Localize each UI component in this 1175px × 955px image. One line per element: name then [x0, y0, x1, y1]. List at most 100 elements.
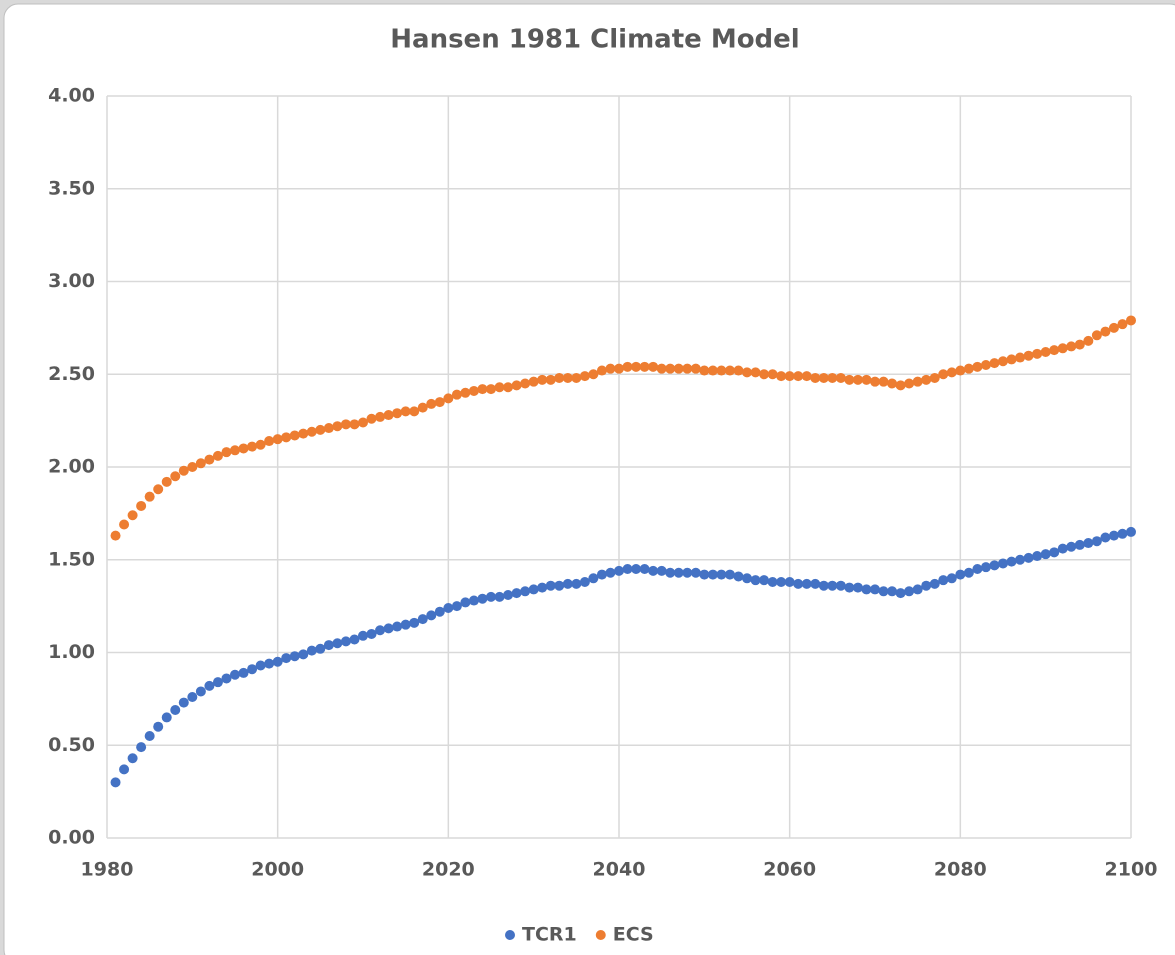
point — [852, 374, 863, 385]
point — [870, 584, 880, 595]
point — [161, 476, 172, 487]
point — [545, 580, 556, 591]
point — [673, 567, 684, 578]
point — [989, 560, 1000, 571]
point — [187, 462, 198, 472]
point — [904, 586, 915, 597]
point — [963, 363, 974, 374]
point — [579, 371, 590, 382]
point — [972, 564, 983, 575]
x-tick-label: 1980 — [81, 859, 134, 881]
point — [639, 361, 650, 372]
point — [221, 673, 232, 684]
point — [477, 384, 488, 395]
point — [281, 432, 292, 443]
point — [315, 424, 326, 435]
point — [554, 372, 565, 383]
point — [349, 419, 360, 430]
point — [443, 602, 454, 613]
point — [861, 584, 872, 595]
point — [1057, 543, 1068, 554]
point — [554, 580, 565, 591]
point — [665, 363, 676, 374]
point — [255, 439, 266, 450]
y-tick-label: 1.50 — [48, 548, 95, 570]
point — [810, 578, 821, 589]
point — [170, 471, 181, 482]
point — [1032, 551, 1043, 562]
y-tick-label: 0.00 — [48, 827, 95, 849]
point — [938, 369, 949, 380]
point — [742, 573, 752, 584]
point — [648, 361, 659, 372]
point — [119, 764, 130, 775]
point — [545, 374, 556, 385]
point — [503, 589, 514, 600]
point — [938, 575, 949, 586]
point — [486, 384, 496, 395]
point — [733, 365, 744, 376]
point — [127, 510, 138, 521]
point — [323, 640, 334, 651]
point — [1040, 346, 1051, 357]
x-tick-label: 2080 — [934, 859, 987, 881]
point — [1066, 341, 1077, 352]
point — [110, 777, 121, 788]
point — [835, 580, 846, 591]
point — [750, 367, 761, 378]
point — [733, 571, 744, 582]
point — [486, 591, 496, 602]
point — [153, 484, 164, 495]
point — [929, 372, 940, 383]
point — [605, 363, 616, 374]
point — [699, 365, 710, 376]
point — [980, 359, 991, 370]
point — [230, 445, 240, 456]
point — [1091, 536, 1102, 547]
point — [195, 458, 206, 469]
point — [750, 575, 761, 586]
point — [596, 569, 607, 580]
point — [912, 376, 923, 387]
point — [272, 434, 283, 445]
point — [767, 577, 778, 588]
point — [417, 614, 428, 625]
point — [443, 393, 454, 404]
point — [1032, 348, 1043, 359]
point — [289, 430, 300, 441]
point — [810, 372, 821, 383]
point — [1049, 547, 1060, 558]
point — [852, 582, 863, 593]
point — [801, 371, 812, 382]
point — [477, 593, 488, 604]
point — [383, 410, 394, 421]
point — [358, 630, 368, 641]
point — [537, 582, 548, 593]
point — [912, 584, 923, 595]
point — [178, 465, 189, 476]
legend-label: ECS — [613, 924, 654, 946]
point — [835, 372, 846, 383]
point — [1108, 322, 1119, 333]
point — [306, 426, 317, 437]
legend-marker — [595, 930, 606, 940]
point — [366, 413, 377, 424]
point — [1057, 343, 1068, 354]
point — [127, 753, 138, 764]
point — [264, 658, 275, 669]
point — [1040, 549, 1051, 560]
point — [494, 382, 505, 393]
point — [247, 441, 258, 452]
point — [494, 591, 505, 602]
point — [383, 623, 394, 634]
point — [136, 500, 147, 511]
point — [921, 580, 932, 591]
point — [306, 645, 317, 656]
point — [605, 567, 616, 578]
point — [980, 562, 991, 573]
point — [1006, 354, 1017, 365]
point — [571, 578, 582, 589]
point — [759, 575, 770, 586]
point — [451, 389, 462, 400]
